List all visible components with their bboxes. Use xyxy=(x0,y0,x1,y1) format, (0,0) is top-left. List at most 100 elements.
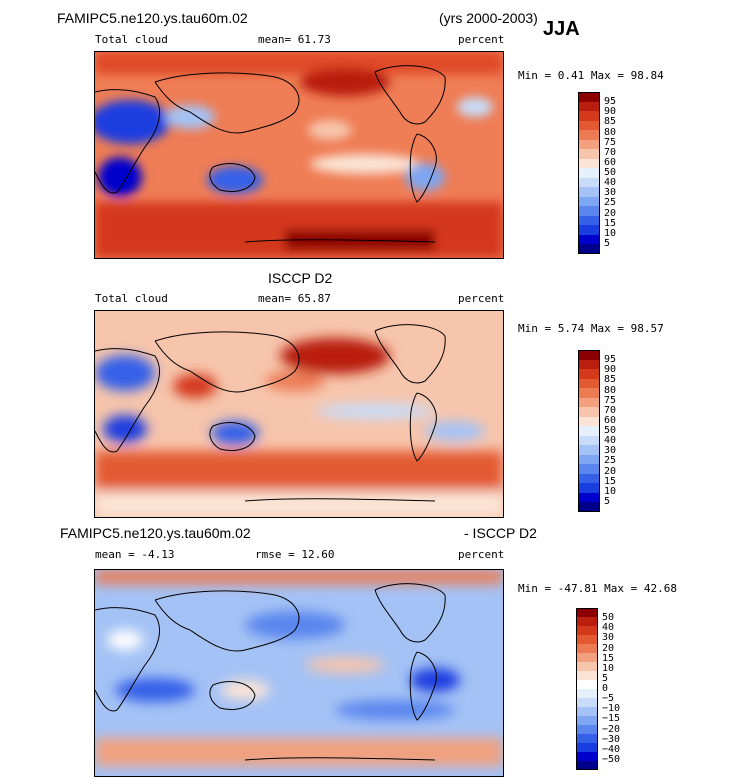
colorbar-swatch xyxy=(576,752,598,761)
panel3-indian-negative xyxy=(115,678,195,702)
colorbar-tick-label: 75 xyxy=(604,394,617,406)
colorbar-tick-label: −10 xyxy=(602,703,621,715)
colorbar-swatch xyxy=(578,426,600,437)
panel1-atlantic-light xyxy=(457,97,493,117)
colorbar-tick-label: 90 xyxy=(604,364,617,376)
colorbar-tick-label: 5 xyxy=(604,495,611,507)
panel3-units-label: percent xyxy=(458,548,505,561)
colorbar-tick-label: 40 xyxy=(604,435,617,447)
colorbar-swatch xyxy=(578,350,600,360)
years-label: (yrs 2000-2003) xyxy=(439,10,538,26)
panel3-pacific-positive xyxy=(305,657,385,673)
colorbar-swatch xyxy=(576,734,598,743)
colorbar-swatch xyxy=(578,407,600,418)
colorbar-tick-label: 85 xyxy=(604,374,617,386)
colorbar-tick-label: 50 xyxy=(604,425,617,436)
colorbar-tick-label: 50 xyxy=(602,612,615,624)
colorbar-swatch xyxy=(578,464,600,475)
colorbar-swatch xyxy=(576,608,598,617)
colorbar-swatch xyxy=(578,388,600,399)
colorbar-swatch xyxy=(576,626,598,635)
colorbar-tick-label: −15 xyxy=(602,713,621,725)
colorbar-tick-label: 40 xyxy=(604,177,617,189)
panel2-colorbar-frame xyxy=(578,350,600,512)
panel1-africa-coast xyxy=(95,89,160,194)
panel2-map-svg xyxy=(95,311,503,517)
colorbar-tick-label: 15 xyxy=(604,475,617,487)
panel2-minmax-label: Min = 5.74 Max = 98.57 xyxy=(518,322,664,335)
panel3-mean-label: mean = -4.13 xyxy=(95,548,175,561)
colorbar-swatch xyxy=(576,635,598,644)
colorbar-swatch xyxy=(576,743,598,752)
colorbar-tick-label: 25 xyxy=(604,197,617,209)
panel1-mean-label: mean= 61.73 xyxy=(258,33,331,46)
colorbar-swatch xyxy=(578,416,600,427)
season-label: JJA xyxy=(543,18,580,40)
panel3-eurasia-coast xyxy=(154,590,300,652)
colorbar-tick-label: −20 xyxy=(602,723,621,735)
panel1-australia-coast xyxy=(209,163,256,192)
panel2-units-label: percent xyxy=(458,292,505,305)
panel1-arctic-band xyxy=(95,52,503,74)
colorbar-tick-label: 70 xyxy=(604,404,617,416)
panel2-south-america-coast xyxy=(409,392,437,462)
colorbar-swatch xyxy=(578,130,600,141)
colorbar-tick-label: 80 xyxy=(604,384,617,396)
colorbar-swatch xyxy=(578,483,600,494)
colorbar-swatch xyxy=(578,445,600,456)
colorbar-swatch xyxy=(578,196,600,207)
colorbar-tick-label: 5 xyxy=(602,672,609,684)
colorbar-swatch xyxy=(576,698,598,707)
colorbar-tick-label: 20 xyxy=(604,207,617,219)
panel1-pacific-subtropics xyxy=(310,154,420,174)
panel3-southern-positive xyxy=(95,738,503,766)
panel2-west-pacific xyxy=(265,371,325,391)
panel1-south-america-low xyxy=(405,163,445,191)
panel1-coastlines xyxy=(95,65,446,243)
colorbar-swatch xyxy=(578,111,600,122)
colorbar-swatch xyxy=(578,492,600,503)
colorbar-swatch xyxy=(576,617,598,626)
colorbar-swatch xyxy=(578,473,600,484)
colorbar-swatch xyxy=(576,662,598,671)
colorbar-swatch xyxy=(578,359,600,370)
case-name-title: FAMIPC5.ne120.ys.tau60m.02 xyxy=(57,10,248,26)
panel2-coastlines xyxy=(95,324,446,502)
colorbar-tick-label: 15 xyxy=(602,652,615,664)
panel3-title-right: - ISCCP D2 xyxy=(464,525,537,541)
panel1-north-america-coast xyxy=(374,65,446,125)
colorbar-swatch xyxy=(578,206,600,217)
panel2-title: ISCCP D2 xyxy=(268,270,333,286)
panel1-variable-label: Total cloud xyxy=(95,33,168,46)
colorbar-swatch xyxy=(576,761,598,770)
colorbar-tick-label: 30 xyxy=(602,632,615,644)
panel3-australia-positive xyxy=(220,680,270,700)
panel2-sahara-low xyxy=(95,355,155,391)
colorbar-tick-label: 30 xyxy=(604,187,617,199)
panel2-south-africa-low xyxy=(103,415,147,443)
panel2-mean-label: mean= 65.87 xyxy=(258,292,331,305)
panel3-coastlines xyxy=(95,583,446,761)
panel2-eurasia-coast xyxy=(154,331,300,393)
colorbar-swatch xyxy=(576,644,598,653)
colorbar-swatch xyxy=(578,177,600,188)
panel1-sahara-low xyxy=(95,100,170,144)
colorbar-tick-label: −50 xyxy=(602,753,621,765)
colorbar-tick-label: 5 xyxy=(604,237,611,249)
panel3-south-pacific-negative xyxy=(335,700,455,720)
panel2-map xyxy=(94,310,504,518)
panel2-antarctic-band xyxy=(95,491,503,517)
colorbar-swatch xyxy=(578,234,600,245)
colorbar-tick-label: 20 xyxy=(602,642,615,654)
panel1-north-pacific-max xyxy=(300,68,390,96)
colorbar-swatch xyxy=(576,689,598,698)
colorbar-swatch xyxy=(578,369,600,380)
colorbar-tick-label: −40 xyxy=(602,743,621,755)
colorbar-tick-label: 0 xyxy=(602,683,609,694)
colorbar-swatch xyxy=(578,225,600,236)
colorbar-swatch xyxy=(578,502,600,513)
panel3-rmse-label: rmse = 12.60 xyxy=(255,548,335,561)
colorbar-tick-label: 20 xyxy=(604,465,617,477)
panel1-south-america-coast xyxy=(409,133,437,203)
panel3-minmax-label: Min = -47.81 Max = 42.68 xyxy=(518,582,677,595)
